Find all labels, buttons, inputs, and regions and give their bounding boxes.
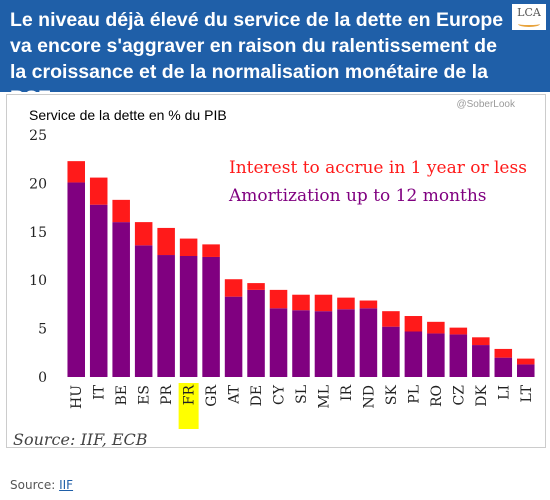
bar-amortization-cz bbox=[449, 334, 468, 377]
bar-interest-be bbox=[112, 199, 130, 223]
bar-amortization-cy bbox=[269, 308, 288, 377]
bar-interest-cy bbox=[269, 289, 288, 309]
bar-amortization-ro bbox=[427, 333, 445, 377]
x-tick-label: HU bbox=[69, 385, 85, 409]
x-tick-label: IR bbox=[339, 385, 355, 402]
bar-amortization-de bbox=[247, 289, 265, 377]
bar-interest-es bbox=[134, 222, 153, 246]
bar-amortization-be bbox=[112, 222, 130, 377]
bar-amortization-gr bbox=[202, 256, 220, 377]
bar-amortization-sk bbox=[382, 326, 400, 377]
bar-amortization-hu bbox=[67, 182, 85, 377]
bar-interest-de bbox=[247, 283, 265, 290]
bar-amortization-fr bbox=[179, 256, 198, 377]
x-tick-label: AT bbox=[227, 384, 243, 404]
lca-logo: LCA bbox=[512, 4, 546, 30]
y-tick-label: 15 bbox=[29, 225, 47, 241]
x-tick-label: LI bbox=[496, 385, 512, 400]
x-tick-label: GR bbox=[204, 385, 220, 407]
x-tick-label: SL bbox=[294, 385, 310, 404]
bar-interest-gr bbox=[202, 244, 220, 257]
x-axis: HU IT BE ES PR FR GR AT DE CY SL ML IR ND SK PL RO CZ DK LI… bbox=[69, 383, 535, 429]
legend-entry-interest: Interest to accrue in 1 year or less bbox=[229, 158, 527, 178]
bar-amortization-li bbox=[494, 357, 513, 377]
y-tick-label: 10 bbox=[29, 273, 47, 289]
bar-interest-dk bbox=[472, 337, 490, 346]
x-tick-label: SK bbox=[384, 384, 400, 405]
x-tick-label: BE bbox=[114, 385, 130, 406]
bar-amortization-it bbox=[89, 204, 108, 377]
bars bbox=[67, 161, 535, 377]
debt-service-chart: Service de la dette en % du PIB @SoberLo… bbox=[13, 99, 535, 449]
x-tick-label: ML bbox=[316, 385, 332, 409]
x-tick-label: ND bbox=[361, 385, 377, 408]
x-tick-label: PL bbox=[406, 385, 422, 404]
legend-entry-amortization: Amortization up to 12 months bbox=[228, 186, 487, 206]
x-tick-label: LT bbox=[519, 384, 535, 402]
bar-amortization-lt bbox=[517, 364, 535, 377]
logo-text: LCA bbox=[517, 6, 541, 19]
bar-amortization-nd bbox=[359, 308, 378, 377]
bar-amortization-dk bbox=[472, 345, 490, 377]
bar-interest-hu bbox=[67, 161, 85, 183]
bar-amortization-pl bbox=[404, 331, 423, 377]
watermark: @SoberLook bbox=[456, 99, 516, 110]
x-tick-label: DK bbox=[474, 384, 490, 406]
x-tick-label: CY bbox=[272, 384, 288, 405]
x-tick-label: RO bbox=[429, 385, 445, 407]
logo-swoosh-icon bbox=[518, 21, 540, 27]
x-tick-label: DE bbox=[249, 385, 265, 406]
source-line: Source: IIF bbox=[10, 478, 73, 492]
bar-amortization-ir bbox=[337, 309, 355, 377]
bar-amortization-ml bbox=[314, 311, 333, 377]
chart-panel: Service de la dette en % du PIB @SoberLo… bbox=[6, 94, 546, 449]
bar-interest-li bbox=[494, 348, 513, 358]
x-tick-label: IT bbox=[92, 384, 108, 400]
y-tick-label: 5 bbox=[38, 322, 47, 338]
source-link[interactable]: IIF bbox=[59, 478, 74, 492]
bar-amortization-pr bbox=[157, 255, 175, 377]
bar-amortization-es bbox=[134, 245, 153, 377]
bar-interest-sk bbox=[382, 311, 400, 327]
x-tick-label: ES bbox=[137, 385, 153, 405]
x-tick-label: FR bbox=[182, 385, 198, 406]
source-prefix: Source: bbox=[10, 478, 60, 492]
bar-interest-ro bbox=[427, 321, 445, 334]
bar-interest-pl bbox=[404, 316, 423, 332]
bar-interest-cz bbox=[449, 327, 468, 335]
bar-interest-pr bbox=[157, 227, 175, 256]
bar-interest-lt bbox=[517, 358, 535, 365]
x-tick-label: CZ bbox=[451, 385, 467, 406]
bar-interest-ir bbox=[337, 297, 355, 310]
bar-interest-at bbox=[224, 279, 243, 297]
y-tick-label: 25 bbox=[29, 128, 47, 144]
bar-interest-nd bbox=[359, 300, 378, 309]
bar-interest-it bbox=[89, 177, 108, 205]
bar-interest-fr bbox=[179, 238, 198, 256]
bar-interest-sl bbox=[292, 294, 310, 311]
source-note: Source: IIF, ECB bbox=[13, 430, 148, 447]
y-axis: 0 5 10 15 20 25 bbox=[29, 128, 47, 386]
chart-title: Service de la dette en % du PIB bbox=[29, 107, 227, 123]
y-tick-label: 0 bbox=[38, 370, 47, 386]
bar-amortization-at bbox=[224, 296, 243, 377]
bar-interest-ml bbox=[314, 294, 333, 312]
x-tick-label: PR bbox=[159, 385, 175, 405]
y-tick-label: 20 bbox=[29, 176, 47, 192]
bar-amortization-sl bbox=[292, 310, 310, 377]
highlight-fr bbox=[178, 383, 199, 429]
title-banner: Le niveau déjà élevé du service de la de… bbox=[0, 0, 550, 109]
